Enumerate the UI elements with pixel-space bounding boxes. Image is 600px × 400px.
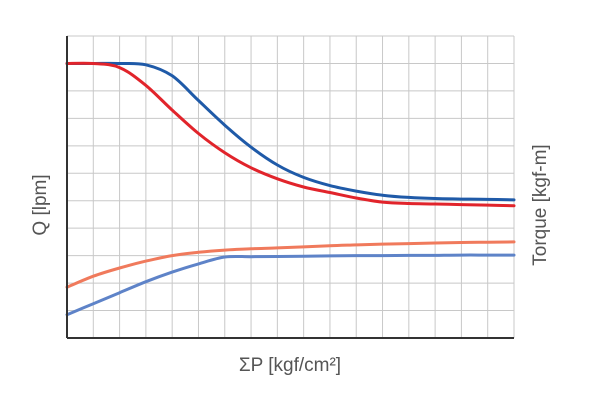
y-axis-label: Q [lpm] [30, 174, 51, 235]
series-line-1 [65, 61, 516, 202]
x-axis-label: ΣP [kgf/cm²] [239, 355, 341, 376]
series-line-4 [65, 253, 516, 317]
series-line-2 [65, 61, 516, 208]
axes [66, 36, 514, 339]
series-group [65, 61, 516, 317]
series-line-3 [65, 240, 516, 289]
y2-axis-label: Torque [kgf-m] [530, 144, 551, 265]
grid-lines [67, 35, 515, 338]
